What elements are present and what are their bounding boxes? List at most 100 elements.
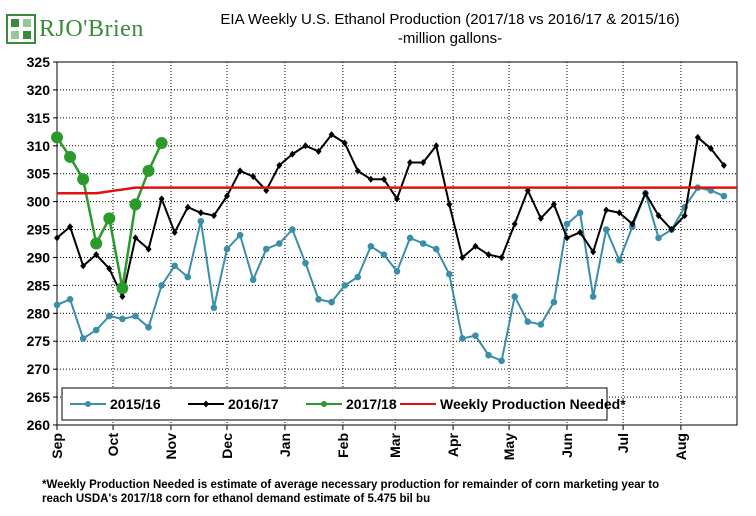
y-tick-label: 310 — [27, 138, 51, 154]
data-point-1 — [184, 203, 191, 211]
data-point-1 — [237, 167, 244, 175]
data-point-0 — [145, 323, 152, 331]
y-tick-label: 270 — [27, 361, 51, 377]
data-point-1 — [341, 139, 348, 147]
y-tick-label: 285 — [27, 277, 51, 293]
footnote: *Weekly Production Needed is estimate of… — [42, 478, 742, 506]
data-point-1 — [694, 133, 701, 141]
legend-label: 2015/16 — [110, 396, 161, 412]
data-point-1 — [171, 228, 178, 236]
data-point-0 — [92, 326, 100, 334]
data-point-0 — [655, 234, 662, 242]
x-tick-label: Jun — [559, 433, 575, 458]
data-point-0 — [367, 242, 375, 250]
data-point-0 — [328, 298, 335, 306]
data-point-0 — [432, 245, 440, 253]
data-point-0 — [459, 335, 466, 342]
data-point-0 — [223, 245, 231, 253]
chart-subtitle: -million gallons- — [397, 30, 503, 47]
x-tick-label: Sep — [49, 433, 65, 459]
data-point-2 — [142, 164, 155, 177]
data-point-0 — [406, 234, 414, 242]
data-point-0 — [158, 282, 165, 289]
y-tick-label: 275 — [27, 333, 51, 349]
data-point-1 — [367, 175, 374, 183]
data-point-0 — [511, 293, 518, 300]
legend-swatch-marker — [85, 401, 91, 407]
data-point-1 — [224, 192, 230, 200]
data-point-1 — [158, 195, 165, 203]
x-tick-label: Feb — [335, 433, 351, 458]
footnote-line-1: *Weekly Production Needed is estimate of… — [42, 479, 660, 491]
data-point-0 — [576, 209, 584, 217]
data-point-0 — [720, 192, 728, 200]
data-point-1 — [93, 251, 100, 259]
data-point-0 — [446, 270, 453, 278]
line-chart: 260 265 270 275 280 285 290 295 300 305 310 315 320 3… — [27, 54, 738, 460]
data-point-1 — [67, 223, 74, 231]
data-point-2 — [129, 198, 142, 211]
data-point-0 — [419, 240, 427, 247]
data-point-1 — [420, 159, 427, 167]
rjo-square-logo-icon — [6, 14, 36, 44]
data-point-2 — [155, 136, 168, 149]
series-line-1 — [56, 133, 725, 298]
data-point-2 — [64, 150, 77, 163]
data-point-1 — [668, 226, 675, 234]
data-point-0 — [132, 312, 139, 320]
data-point-0 — [393, 268, 401, 275]
legend-swatch-marker — [321, 401, 327, 407]
y-tick-label: 260 — [27, 417, 51, 433]
x-tick-label: May — [501, 433, 517, 460]
data-point-0 — [315, 296, 322, 303]
y-tick-label: 280 — [27, 305, 51, 321]
data-point-0 — [262, 245, 270, 253]
plot-area — [57, 62, 737, 425]
series-line-3 — [57, 186, 737, 195]
data-point-1 — [642, 189, 649, 197]
data-point-1 — [681, 212, 688, 220]
data-point-1 — [459, 253, 466, 261]
data-point-1 — [655, 212, 662, 220]
y-tick-label: 290 — [27, 249, 51, 265]
data-point-1 — [132, 234, 139, 242]
data-point-0 — [210, 304, 218, 312]
data-point-0 — [498, 357, 505, 365]
data-point-1 — [380, 175, 387, 183]
data-point-1 — [577, 228, 584, 236]
footnote-line-2: reach USDA's 2017/18 corn for ethanol de… — [42, 493, 431, 505]
y-tick-label: 320 — [27, 82, 51, 98]
y-tick-label: 315 — [27, 110, 51, 126]
data-point-1 — [537, 214, 544, 222]
data-point-0 — [302, 259, 309, 267]
data-point-1 — [197, 209, 204, 217]
series-line-0 — [56, 186, 725, 362]
data-point-0 — [53, 301, 61, 309]
data-point-0 — [171, 262, 178, 270]
legend-label: 2017/18 — [346, 396, 397, 412]
x-tick-label: Mar — [387, 432, 403, 457]
data-point-1 — [54, 234, 60, 242]
data-point-1 — [407, 159, 414, 167]
data-point-0 — [485, 351, 492, 359]
data-point-0 — [354, 273, 362, 281]
data-point-1 — [485, 251, 492, 259]
x-tick-label: Apr — [445, 432, 461, 457]
x-tick-label: Aug — [673, 433, 689, 460]
legend: 2015/16 2016/17 2017/18 Weekly Production N… — [61, 387, 626, 421]
data-point-2 — [51, 131, 63, 144]
rjo-logo: RJO'Brien — [6, 14, 146, 48]
x-tick-label: Oct — [105, 433, 121, 457]
y-tick-label: 325 — [27, 54, 51, 70]
data-point-0 — [106, 312, 113, 320]
data-point-1 — [250, 172, 257, 180]
legend-swatch-marker — [203, 400, 209, 408]
data-point-2 — [77, 173, 90, 186]
data-point-1 — [328, 131, 335, 139]
data-point-1 — [276, 161, 283, 169]
data-point-0 — [289, 226, 296, 233]
data-point-1 — [315, 147, 322, 155]
data-point-1 — [446, 200, 453, 208]
plot-border — [56, 61, 738, 426]
